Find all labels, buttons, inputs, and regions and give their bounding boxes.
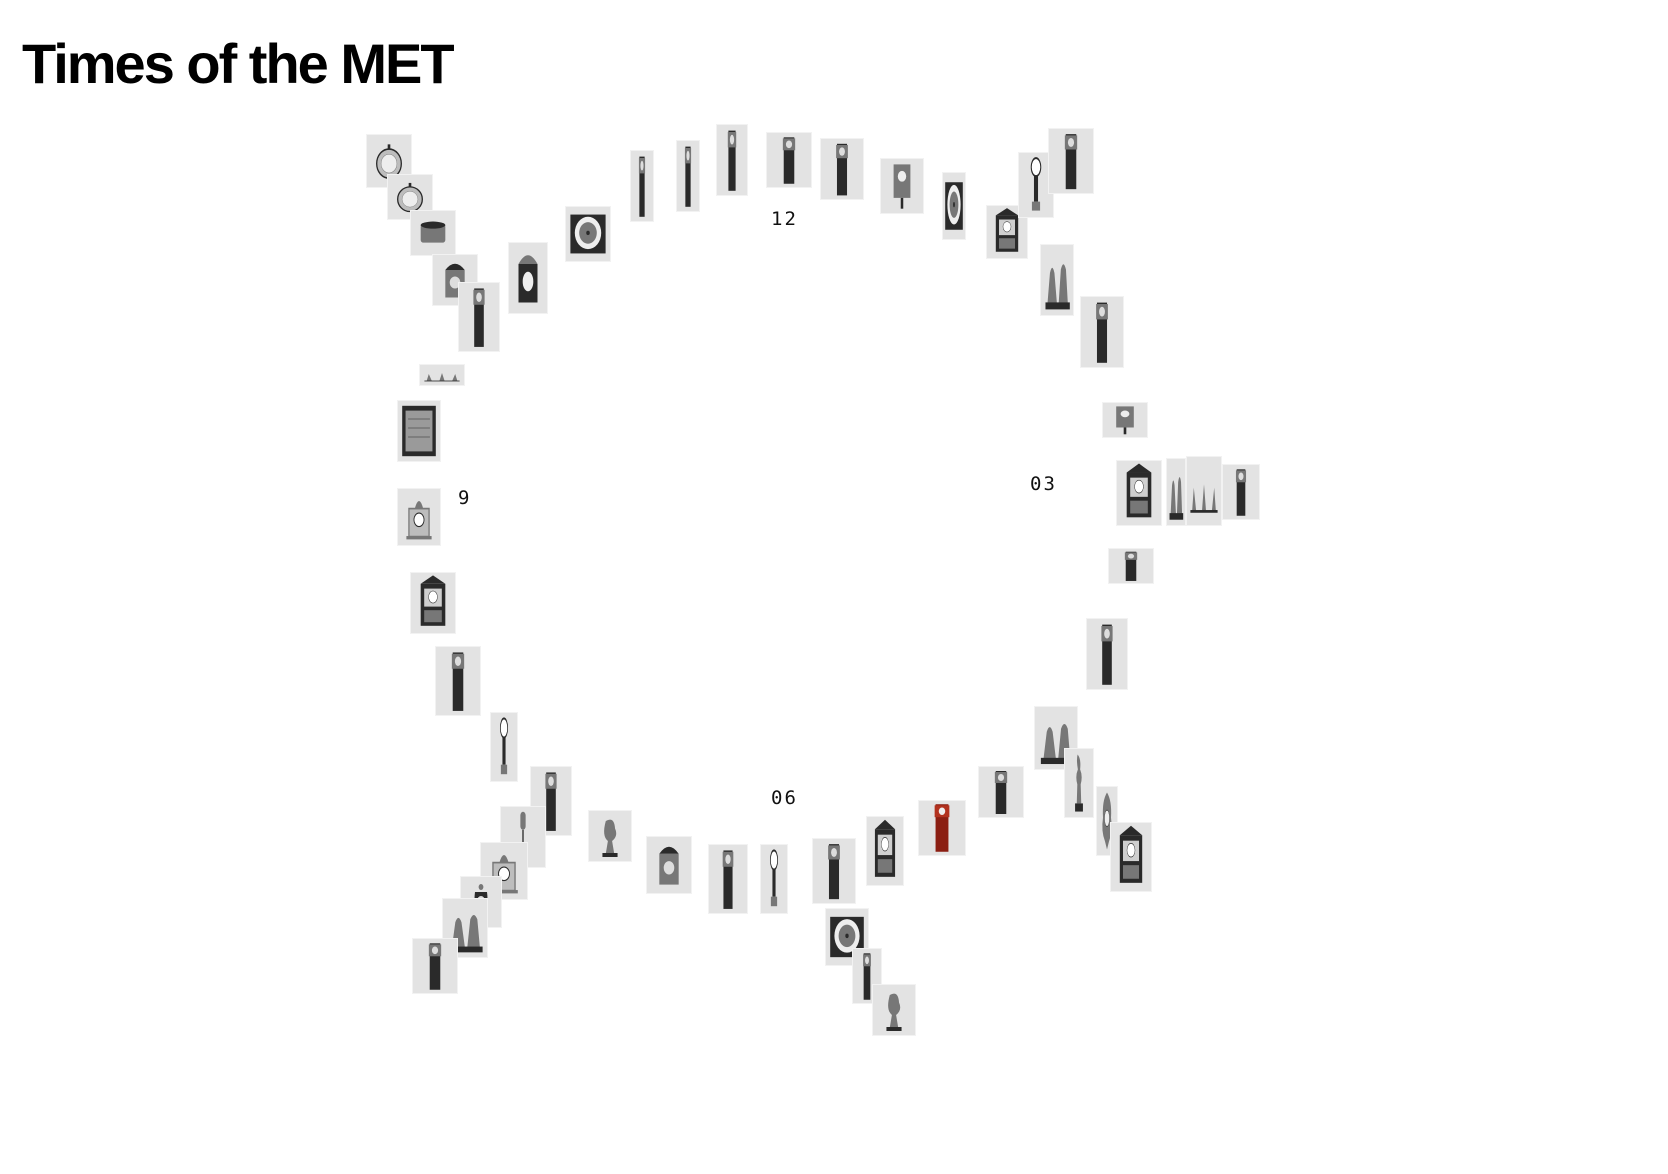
banjo-clock-image [1030,157,1042,211]
dial-clock-image [830,916,864,958]
clock-thumbnail[interactable] [872,984,916,1036]
shelf-clock-image [1119,825,1143,883]
tall-clock-image [473,288,485,347]
pocket-clock-image [397,182,423,213]
clock-thumbnail[interactable] [508,242,548,314]
hour-label-12: 12 [771,208,798,230]
tall-clock-image [428,943,442,990]
shelf-clock-image [874,819,896,877]
tall-clock-image [1064,134,1078,190]
banjo-clock-image [499,717,509,775]
tall-clock-image [1124,551,1138,581]
clock-thumbnail[interactable] [1086,618,1128,690]
clock-thumbnail[interactable] [480,842,528,900]
clock-thumbnail[interactable] [630,150,654,222]
clock-thumbnail[interactable] [766,132,812,188]
clock-thumbnail[interactable] [435,646,481,716]
clock-thumbnail[interactable] [565,206,611,262]
tall-clock-image [1096,302,1108,363]
page-title: Times of the MET [22,32,455,95]
tall-clock-image [722,850,734,909]
clock-thumbnail[interactable] [410,210,456,256]
figure-clock-image [1040,724,1073,765]
clock-thumbnail[interactable] [1108,548,1154,584]
drum-clock-image [420,221,446,243]
clock-thumbnail[interactable] [820,138,864,200]
framed-clock-image [402,405,436,457]
mantel-clock-image [406,501,432,540]
wall-clock-image [1116,406,1134,435]
clock-thumbnail[interactable] [760,844,788,914]
tall-clock-image [545,772,557,831]
clock-thumbnail[interactable] [588,810,632,862]
dial-clock-image [570,214,606,254]
clock-thumbnail[interactable] [397,400,441,462]
tall-clock-image [863,953,871,1000]
clock-thumbnail[interactable] [1040,244,1074,316]
clock-thumbnail[interactable] [397,488,441,546]
clock-thumbnail[interactable] [412,938,458,994]
clock-thumbnail[interactable] [1116,460,1162,526]
pocket-clock-image [376,144,402,179]
hour-label-9: 9 [458,487,472,509]
shelf-clock-image [995,208,1019,252]
figure-clock-image [1169,477,1184,520]
sculpture-clock-image [1075,754,1083,812]
clock-thumbnail[interactable] [1048,128,1094,194]
clock-thumbnail[interactable] [490,712,518,782]
clock-thumbnail[interactable] [1080,296,1124,368]
tall-clock-image [727,130,737,191]
tall-clock-image [836,143,848,196]
clock-thumbnail[interactable] [676,140,700,212]
clock-thumbnail[interactable] [1186,456,1222,526]
clock-thumbnail[interactable] [646,836,692,894]
tall-clock-image [1101,624,1113,685]
clock-thumbnail[interactable] [419,364,465,386]
bracket-clock-image [518,255,538,303]
cupid-clock-image [602,819,618,857]
tall-clock-image [451,652,465,711]
cupid-clock-image [886,993,902,1031]
clock-thumbnail[interactable] [812,838,856,904]
wall-clock-image [893,164,911,209]
clock-thumbnail[interactable] [410,572,456,634]
clock-thumbnail[interactable] [708,844,748,914]
clock-thumbnail[interactable] [1064,748,1094,818]
clock-thumbnail[interactable] [1110,822,1152,892]
clock-thumbnail[interactable] [1166,458,1186,526]
shelf-clock-image [1126,463,1152,518]
clock-thumbnail[interactable] [1102,402,1148,438]
lantern-clock-image [659,846,679,885]
clock-thumbnail[interactable] [458,282,500,352]
tall-clock-image [782,137,796,184]
tall-red-clock-image [934,804,950,852]
tall-clock-image [684,146,692,207]
tall-clock-image [828,844,840,900]
tall-clock-image [638,156,646,217]
garniture-clock-image [1190,484,1218,513]
rococo-clock-image [1102,792,1112,850]
figure-clock-image [1045,264,1070,310]
banjo-clock-image [769,849,779,907]
clock-thumbnail[interactable] [716,124,748,196]
tall-clock-image [994,771,1008,814]
dial-clock-image [945,182,963,230]
hour-label-03: 03 [1030,473,1057,495]
hour-label-06: 06 [771,787,798,809]
figure-clock-image [449,914,483,953]
garniture-clock-image [424,373,460,382]
clock-thumbnail[interactable] [866,816,904,886]
clock-thumbnail[interactable] [942,172,966,240]
shelf-clock-image [420,575,446,626]
clock-thumbnail[interactable] [1222,464,1260,520]
clock-thumbnail[interactable] [978,766,1024,818]
tall-clock-image [1235,469,1247,516]
clock-thumbnail[interactable] [880,158,924,214]
clock-thumbnail[interactable] [918,800,966,856]
